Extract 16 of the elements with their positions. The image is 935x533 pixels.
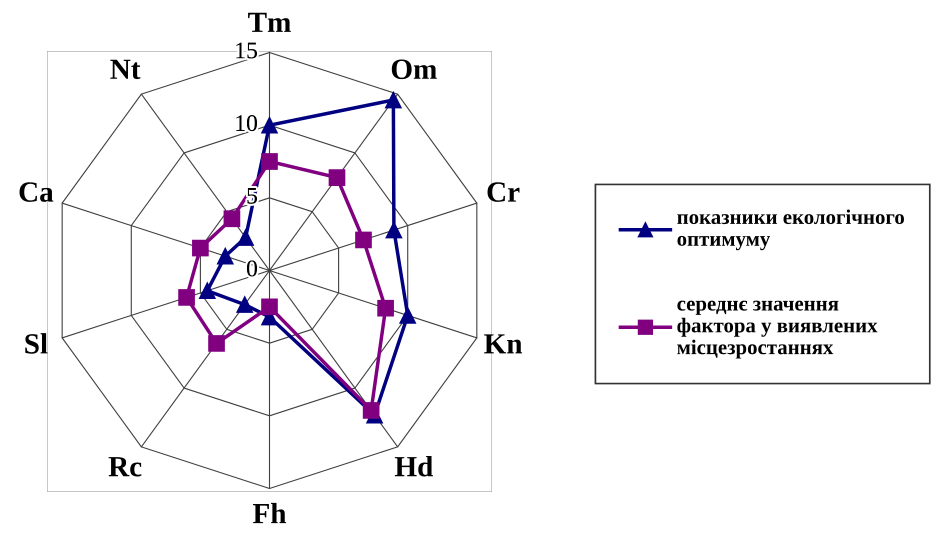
y-tick-label: 0 [246, 260, 257, 276]
spoke-label: Fh [252, 502, 286, 524]
spoke-label: Kn [484, 334, 522, 354]
spoke-label: Rc [108, 457, 142, 476]
spoke-label: Tm [248, 12, 291, 32]
y-tick-label: 15 [236, 42, 257, 58]
spoke-label: Cr [488, 182, 520, 202]
y-tick-label: 10 [236, 115, 257, 132]
spoke-label: Sl [25, 333, 48, 354]
spoke-label: Om [392, 59, 437, 80]
spoke-label: Ca [20, 182, 54, 202]
legend-label: середнє значення фактора у виявлених місцезростаннях [677, 300, 878, 359]
spoke-label: Nt [110, 60, 140, 80]
spoke-label: Hd [394, 456, 433, 477]
legend-label: показники екологічного оптимуму [677, 209, 904, 250]
y-tick-label: 5 [247, 188, 257, 204]
